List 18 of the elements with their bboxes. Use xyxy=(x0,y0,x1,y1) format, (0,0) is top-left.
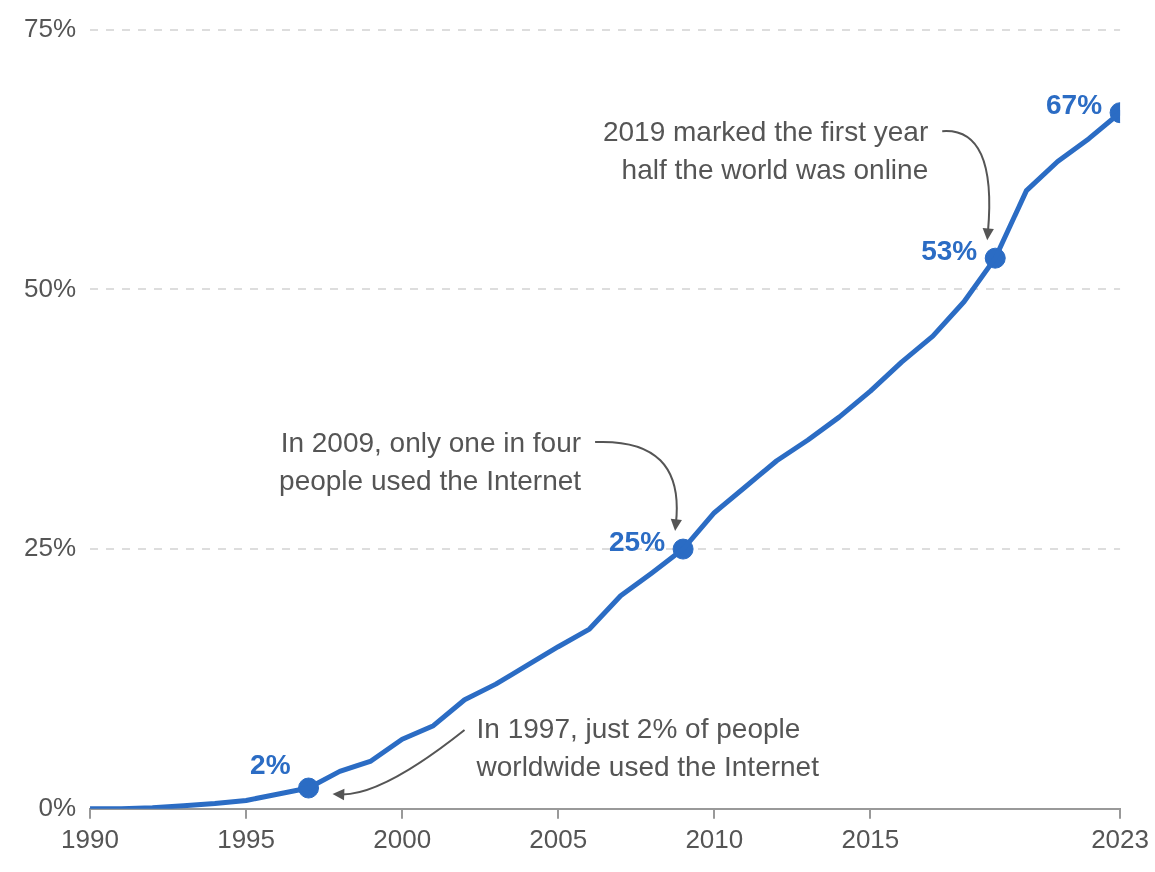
data-label: 53% xyxy=(921,234,978,266)
x-tick-label: 1995 xyxy=(217,823,276,854)
data-label: 25% xyxy=(609,525,666,557)
data-label: 67% xyxy=(1046,89,1103,121)
y-tick-label: 25% xyxy=(23,532,77,563)
annotation: In 2009, only one in four people used the Internet xyxy=(279,427,582,497)
x-tick-label: 2010 xyxy=(685,823,744,854)
annotation: 2019 marked the first year half the world was online xyxy=(602,116,929,186)
x-tick-label: 2000 xyxy=(373,823,432,854)
y-tick-label: 75% xyxy=(23,12,77,43)
x-tick-label: 2015 xyxy=(841,823,900,854)
y-tick-label: 0% xyxy=(38,791,77,822)
x-tick-label: 1990 xyxy=(61,823,119,854)
data-label: 2% xyxy=(250,748,291,780)
x-tick-label: 2023 xyxy=(1091,823,1149,854)
x-tick-label: 2005 xyxy=(529,823,588,854)
annotation: In 1997, just 2% of people worldwide used the Internet xyxy=(475,713,820,783)
y-tick-label: 50% xyxy=(23,272,77,303)
